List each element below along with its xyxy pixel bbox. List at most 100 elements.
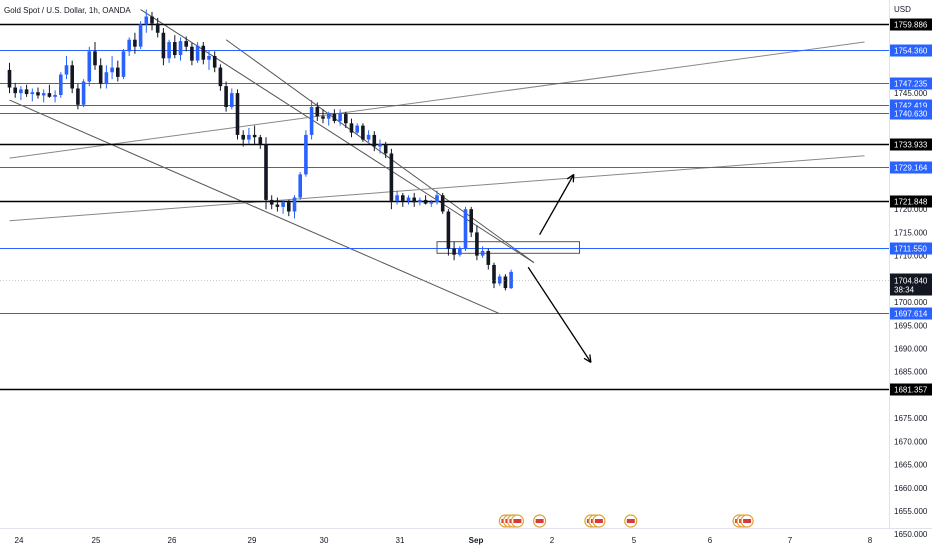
arrow-shaft xyxy=(539,174,575,236)
candle-body xyxy=(218,67,223,87)
candle-body xyxy=(110,67,114,73)
candle-body xyxy=(53,94,57,97)
candle-body xyxy=(298,174,302,198)
candle-body xyxy=(355,125,359,133)
candle-body xyxy=(463,209,468,249)
candle-body xyxy=(281,202,285,207)
candle-body xyxy=(173,42,177,56)
level-label-text: 1697.614 xyxy=(894,310,928,319)
event-flag-stripe xyxy=(743,519,752,523)
candle-body xyxy=(383,144,388,154)
trend-lines xyxy=(9,9,865,315)
candle-body xyxy=(349,123,354,133)
level-label-box xyxy=(890,242,932,255)
candle-body xyxy=(76,88,80,105)
time-tick-label: 8 xyxy=(868,536,873,545)
price-tick-label: 1655.000 xyxy=(894,507,928,516)
candle-body xyxy=(395,195,399,201)
price-tick-label: 1710.000 xyxy=(894,252,928,261)
level-label-box xyxy=(890,161,932,174)
time-axis: 24 25 26 29 30 31 Sep 2 5 6 7 8 xyxy=(15,536,873,545)
candle-body xyxy=(406,197,411,201)
arrow-head xyxy=(566,173,575,180)
candle-body xyxy=(116,67,120,77)
candle-body xyxy=(480,250,485,256)
candle-body xyxy=(332,114,337,121)
price-tick-label: 1715.000 xyxy=(894,228,928,237)
chart-title: Gold Spot / U.S. Dollar, 1h, OANDA xyxy=(4,6,131,15)
candle-body xyxy=(475,232,479,256)
time-tick-label: 5 xyxy=(632,536,637,545)
time-tick-label: 30 xyxy=(320,536,329,545)
candle-body xyxy=(418,199,422,203)
candle-body xyxy=(412,197,416,203)
arrow-head xyxy=(583,357,592,363)
trend-line xyxy=(9,155,865,222)
candle-body xyxy=(247,134,251,140)
candle-body xyxy=(178,41,183,56)
level-label-text: 1742.419 xyxy=(894,102,928,111)
candle-body xyxy=(338,114,342,121)
level-label-text: 1711.550 xyxy=(894,245,927,254)
candle-body xyxy=(486,250,491,265)
price-tick-label: 1660.000 xyxy=(894,484,928,493)
level-label-box xyxy=(890,107,932,120)
candle-body xyxy=(321,116,325,119)
event-flags xyxy=(498,514,754,528)
candle-body xyxy=(19,89,23,94)
candle-body xyxy=(503,276,508,289)
time-tick-label: 7 xyxy=(788,536,793,545)
price-tick-label: 1695.000 xyxy=(894,321,928,330)
candle-body xyxy=(389,153,394,201)
time-tick-label: 31 xyxy=(396,536,405,545)
candle-body xyxy=(87,51,92,82)
currency-label: USD xyxy=(894,5,911,14)
candle-body xyxy=(372,134,377,147)
time-tick-label: 6 xyxy=(708,536,713,545)
candle-body xyxy=(235,93,240,135)
candle-body xyxy=(309,107,314,135)
level-label-text: 1754.360 xyxy=(894,47,928,56)
event-flag-stripe xyxy=(626,519,635,523)
arrow-shaft xyxy=(527,266,592,363)
time-tick-label: 25 xyxy=(92,536,101,545)
candle-body xyxy=(41,93,46,96)
candle-body xyxy=(275,204,280,207)
candle-body xyxy=(458,248,462,255)
candle-body xyxy=(252,134,257,138)
candle-body xyxy=(258,137,263,145)
candle-body xyxy=(70,65,74,89)
candle-body xyxy=(36,92,40,96)
level-label-text: 1721.848 xyxy=(894,198,928,207)
candle-body xyxy=(138,24,143,47)
price-tick-label: 1675.000 xyxy=(894,414,928,423)
current-price-text: 1704.840 xyxy=(894,277,928,286)
arrow-head xyxy=(589,354,592,363)
candle-body xyxy=(230,93,234,108)
time-tick-label: 29 xyxy=(248,536,257,545)
level-label-text: 1747.235 xyxy=(894,80,928,89)
price-tick-label: 1665.000 xyxy=(894,461,928,470)
forecast-arrows xyxy=(527,173,592,363)
arrow-head xyxy=(572,174,575,183)
level-label-box xyxy=(890,383,932,396)
level-label-box xyxy=(890,138,932,151)
level-label-text: 1759.886 xyxy=(894,21,928,30)
level-label-text: 1733.933 xyxy=(894,141,928,150)
candle-body xyxy=(201,45,206,60)
candle-body xyxy=(287,202,291,212)
level-label-box xyxy=(890,44,932,57)
price-tick-label: 1690.000 xyxy=(894,344,928,353)
candle-body xyxy=(207,55,211,60)
candle-body xyxy=(509,271,513,289)
candle-body xyxy=(446,211,451,249)
candle-body xyxy=(121,51,126,77)
level-label-text: 1729.164 xyxy=(894,164,928,173)
candle-body xyxy=(127,39,131,52)
level-label-text: 1740.630 xyxy=(894,110,928,119)
candle-body xyxy=(452,248,456,255)
price-tick-label: 1745.000 xyxy=(894,89,928,98)
time-tick-label: 24 xyxy=(15,536,24,545)
